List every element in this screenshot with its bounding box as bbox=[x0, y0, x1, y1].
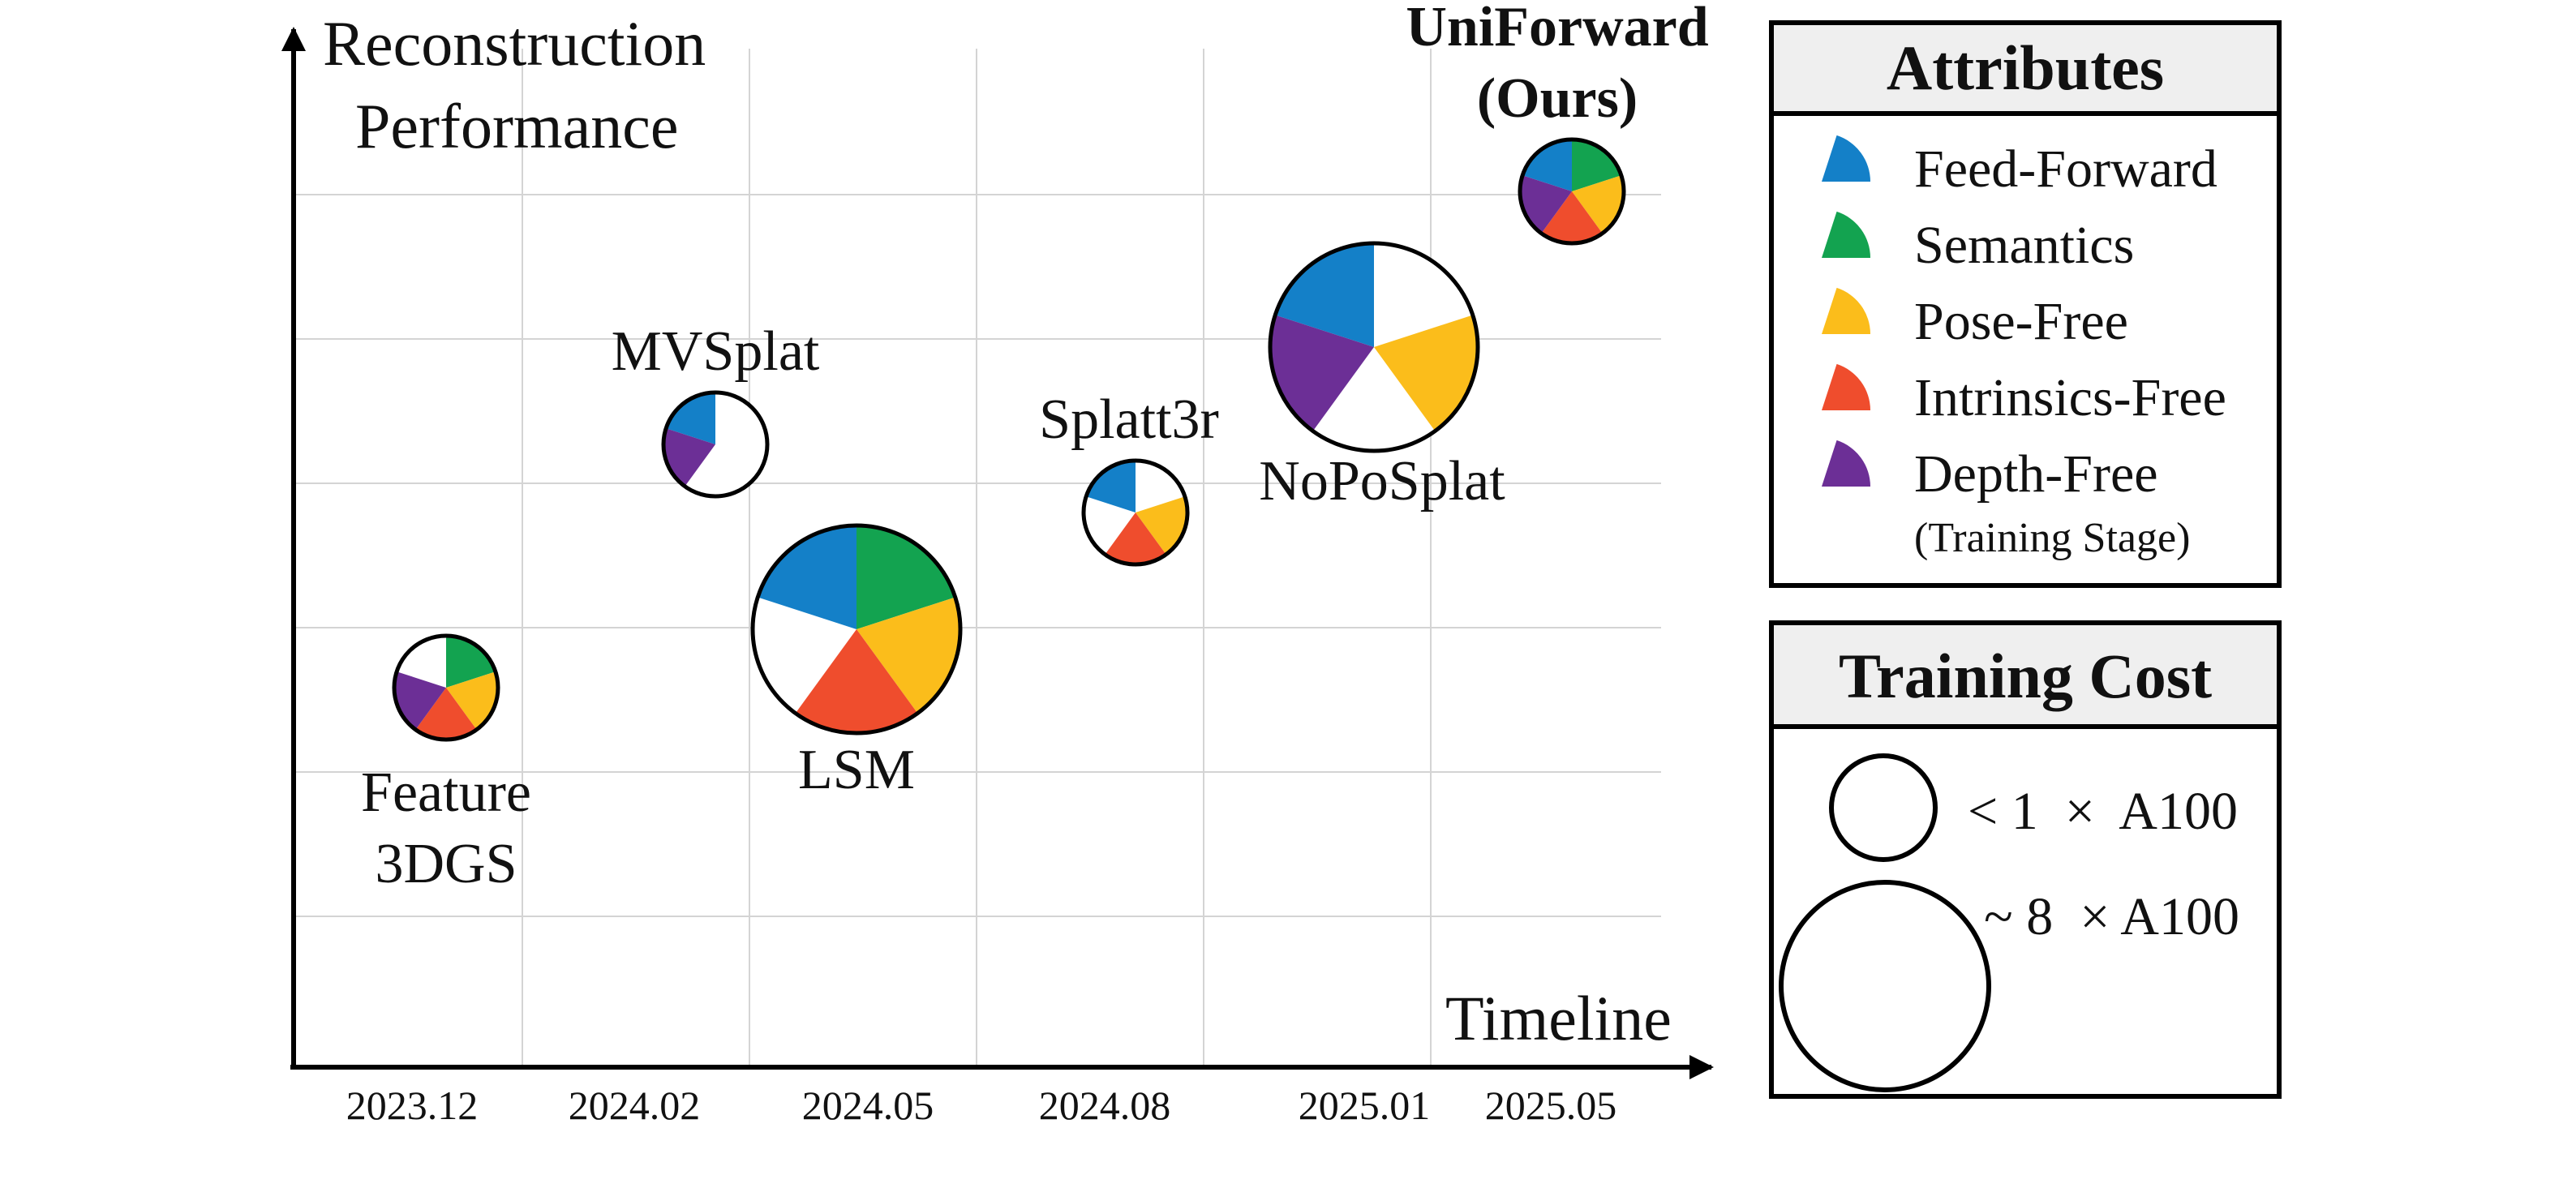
pie-marker-lsm: LSM bbox=[750, 523, 963, 801]
legend-label: Intrinsics-Free bbox=[1914, 368, 2226, 427]
point-label: NoPoSplat bbox=[1259, 450, 1505, 513]
pie-slice-depth-free bbox=[1270, 315, 1374, 431]
y-axis-label-line-2: Performance bbox=[355, 91, 678, 161]
grid-lines bbox=[294, 49, 1661, 1067]
pie-slice-depth-free bbox=[393, 671, 446, 730]
training-cost-legend-box bbox=[1769, 620, 2282, 1099]
legend-swatch-feed-forward bbox=[1822, 135, 1870, 182]
pie-outline bbox=[661, 390, 770, 499]
pie-slice-pose-free bbox=[1136, 496, 1188, 555]
pie-slice-semantics bbox=[1572, 139, 1621, 191]
attributes-legend-title: Attributes bbox=[1887, 32, 2164, 103]
point-label: Feature bbox=[361, 761, 531, 824]
pie-outline bbox=[392, 633, 500, 742]
pie-slice-pose-free bbox=[1374, 315, 1478, 431]
x-tick-label: 2024.05 bbox=[802, 1083, 934, 1128]
pie-slice-intrinsics-free bbox=[1105, 513, 1166, 565]
pie-marker-noposplat: NoPoSplat bbox=[1259, 241, 1505, 513]
attributes-legend: Attributes Feed-Forward Semantics Pose-Fre… bbox=[1769, 20, 2282, 588]
x-tick-labels: 2023.12 2024.02 2024.05 2024.08 2025.01 2025.… bbox=[346, 1083, 1617, 1128]
attributes-legend-note: (Training Stage) bbox=[1914, 515, 2190, 561]
pie-outline bbox=[1081, 458, 1190, 567]
attributes-legend-header bbox=[1771, 23, 2279, 114]
x-tick-label: 2023.12 bbox=[346, 1083, 479, 1128]
pie-marker-splatt3r: Splatt3r bbox=[1039, 388, 1219, 567]
legend-label: Feed-Forward bbox=[1914, 139, 2218, 199]
pie-slice-feed-forward bbox=[666, 392, 715, 444]
legend-swatch-depth-free bbox=[1822, 440, 1870, 487]
pie-marker-mvsplat: MVSplat bbox=[612, 320, 820, 499]
legend-swatch-pose-free bbox=[1822, 287, 1870, 334]
pie-slice-intrinsics-free bbox=[415, 688, 477, 740]
cost-legend-large-label: ~ 8 × A100 bbox=[1984, 887, 2239, 946]
training-cost-legend: Training Cost < 1 × A100 ~ 8 × A100 bbox=[1769, 620, 2282, 1099]
x-axis-label: Timeline bbox=[1445, 983, 1672, 1053]
pie-marker-feature-3dgs: Feature 3DGS bbox=[361, 633, 531, 895]
pie-slice-pose-free bbox=[446, 671, 498, 730]
point-label: 3DGS bbox=[375, 833, 517, 895]
legend-label: Pose-Free bbox=[1914, 292, 2128, 351]
x-tick-label: 2025.05 bbox=[1485, 1083, 1617, 1128]
pie-slice-feed-forward bbox=[1275, 243, 1374, 347]
point-label: (Ours) bbox=[1477, 67, 1638, 130]
pie-marker-uniforward-ours-: UniForward (Ours) bbox=[1406, 0, 1709, 246]
cost-legend-large-circle bbox=[1779, 880, 1991, 1092]
point-label: LSM bbox=[798, 739, 915, 801]
pie-slice-depth-free bbox=[1520, 175, 1572, 234]
data-points: Feature 3DGS MVSplat LSM Splatt3r NoPoSplat Un… bbox=[361, 0, 1709, 895]
pie-outline bbox=[1518, 137, 1626, 246]
legend-label: Depth-Free bbox=[1914, 444, 2158, 504]
training-cost-legend-title: Training Cost bbox=[1839, 641, 2212, 711]
pie-slice-feed-forward bbox=[758, 525, 857, 629]
x-tick-label: 2025.01 bbox=[1299, 1083, 1431, 1128]
point-label: MVSplat bbox=[612, 320, 820, 383]
pie-slice-pose-free bbox=[857, 597, 960, 714]
y-axis-label-line-1: Reconstruction bbox=[323, 8, 706, 79]
cost-legend-small-circle bbox=[1829, 753, 1938, 862]
pie-slice-intrinsics-free bbox=[1541, 191, 1603, 244]
attributes-legend-box bbox=[1769, 20, 2282, 588]
pie-slice-semantics bbox=[446, 636, 496, 688]
pie-slice-feed-forward bbox=[1086, 461, 1136, 513]
point-label: Splatt3r bbox=[1039, 388, 1219, 451]
pie-slice-depth-free bbox=[663, 428, 715, 487]
point-label: UniForward bbox=[1406, 0, 1708, 58]
training-cost-legend-header bbox=[1771, 623, 2279, 727]
pie-outline bbox=[1268, 241, 1480, 453]
pie-outline bbox=[750, 523, 963, 736]
legend-swatch-semantics bbox=[1822, 211, 1870, 258]
pie-slice-intrinsics-free bbox=[795, 629, 918, 734]
cost-legend-small-label: < 1 × A100 bbox=[1968, 782, 2238, 841]
attributes-legend-items: Feed-Forward Semantics Pose-Free Intrinsics… bbox=[1822, 135, 2226, 504]
legend-swatch-intrinsics-free bbox=[1822, 363, 1870, 410]
pie-slice-pose-free bbox=[1572, 175, 1624, 234]
legend-label: Semantics bbox=[1914, 216, 2134, 275]
x-tick-label: 2024.02 bbox=[569, 1083, 701, 1128]
pie-slice-feed-forward bbox=[1522, 139, 1572, 191]
pie-slice-semantics bbox=[857, 525, 955, 629]
x-tick-label: 2024.08 bbox=[1039, 1083, 1171, 1128]
